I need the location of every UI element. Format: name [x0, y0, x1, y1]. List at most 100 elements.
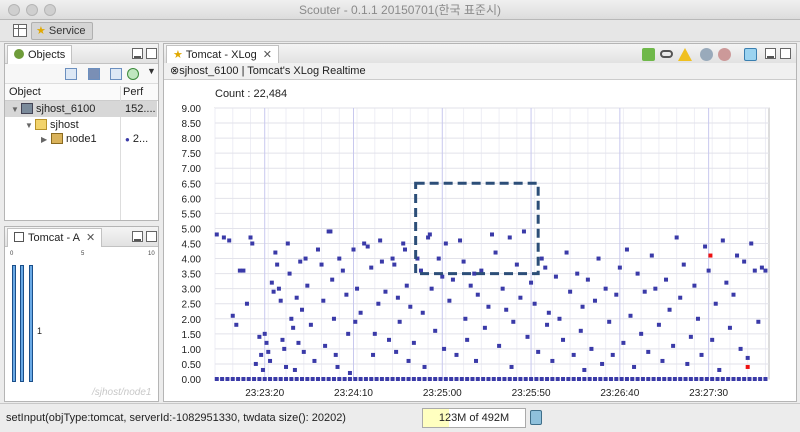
tree-row-sjhost[interactable]: ▼ sjhost	[5, 117, 79, 133]
scatter-point	[486, 377, 491, 381]
error-point	[745, 364, 750, 369]
y-tick-label: 4.00	[182, 255, 202, 266]
scatter-point	[323, 343, 328, 348]
link-icon[interactable]	[660, 50, 673, 58]
scatter-point	[214, 377, 219, 381]
tab-objects[interactable]: Objects	[7, 45, 73, 64]
scatter-point	[518, 377, 523, 381]
column-header-perf[interactable]: Perf	[123, 86, 144, 98]
document-icon[interactable]	[744, 48, 757, 61]
scatter-point	[264, 340, 269, 345]
scatter-point	[749, 241, 754, 246]
refresh-icon[interactable]	[127, 68, 139, 80]
open-perspective-icon[interactable]	[13, 24, 27, 37]
zoom-out-icon[interactable]	[718, 48, 731, 61]
star-icon: ★	[173, 49, 183, 61]
maximize-view-button[interactable]	[146, 231, 157, 242]
scatter-point	[371, 352, 376, 357]
trash-icon[interactable]	[530, 410, 542, 425]
tab-tomcat-a[interactable]: Tomcat - A ✕	[7, 228, 103, 247]
scatter-point	[379, 259, 384, 264]
y-tick-label: 0.00	[182, 375, 202, 386]
y-tick-label: 1.50	[182, 330, 202, 341]
scatter-point	[550, 377, 555, 381]
maximize-view-button[interactable]	[780, 48, 791, 59]
scatter-point	[472, 271, 477, 276]
export-icon[interactable]	[642, 48, 655, 61]
scatter-point	[619, 377, 624, 381]
tab-tomcat-xlog[interactable]: ★ Tomcat - XLog ✕	[166, 45, 280, 64]
warning-icon[interactable]	[678, 48, 692, 61]
scatter-point	[640, 377, 645, 381]
status-dot-icon: ●	[125, 135, 130, 144]
scatter-point	[521, 229, 526, 234]
close-tab-icon[interactable]: ✕	[262, 49, 273, 61]
scatter-point	[257, 377, 262, 381]
chart-grid	[214, 107, 770, 380]
maximize-view-button[interactable]	[146, 48, 157, 59]
minimize-view-button[interactable]	[132, 48, 143, 59]
scatter-point	[395, 377, 400, 381]
scatter-point	[617, 265, 622, 270]
objects-view-icon	[14, 49, 24, 59]
xlog-scatter-chart[interactable]: Count : 22,484 9.00 8.50 8.00 7.50 7.00 6.50 6…	[165, 81, 795, 401]
scatter-point	[493, 250, 498, 255]
scatter-point	[365, 244, 370, 249]
scatter-point	[374, 377, 379, 381]
server-icon[interactable]	[88, 68, 100, 80]
scatter-point	[246, 377, 251, 381]
scatter-point	[756, 319, 761, 324]
tree-row-node1[interactable]: ▶ node1 ● 2...	[5, 131, 157, 147]
scatter-point	[745, 355, 750, 360]
bar-value-label: 1	[37, 326, 43, 336]
scatter-point	[300, 377, 305, 381]
scatter-point	[717, 367, 722, 372]
scatter-point	[667, 307, 672, 312]
scatter-point	[289, 377, 294, 381]
scatter-point	[568, 289, 573, 294]
axis-tick-label: 0	[10, 251, 14, 257]
scatter-point	[427, 377, 432, 381]
close-window-button[interactable]	[8, 4, 20, 16]
scatter-point	[285, 241, 290, 246]
minimize-window-button[interactable]	[26, 4, 38, 16]
minimize-view-button[interactable]	[132, 231, 143, 242]
collapse-all-icon[interactable]	[65, 68, 77, 80]
view-menu-chevron-down-icon[interactable]: ▼	[147, 66, 156, 76]
zoom-window-button[interactable]	[44, 4, 56, 16]
tomcat-icon	[51, 133, 63, 144]
x-tick-label: 23:25:00	[423, 388, 462, 399]
perspective-service-button[interactable]: ★ Service	[31, 22, 93, 40]
scatter-point	[429, 286, 434, 291]
tree-row-sjhost-6100[interactable]: ▼ sjhost_6100 152....	[5, 101, 157, 117]
scatter-point	[303, 256, 308, 261]
scatter-point	[390, 377, 395, 381]
scatter-point	[699, 377, 704, 381]
expand-toggle-icon[interactable]: ▼	[25, 121, 33, 130]
scatter-point	[378, 238, 383, 243]
scatter-point	[275, 262, 280, 267]
y-tick-label: 5.50	[182, 209, 202, 220]
scatter-point	[580, 304, 585, 309]
close-tab-icon[interactable]: ✕	[85, 232, 96, 244]
document-icon[interactable]	[110, 68, 122, 80]
scatter-point	[545, 377, 550, 381]
scatter-point	[369, 265, 374, 270]
y-tick-label: 7.50	[182, 149, 202, 160]
scatter-point	[230, 377, 235, 381]
minimize-view-button[interactable]	[765, 48, 776, 59]
expand-toggle-icon[interactable]: ▼	[11, 105, 19, 114]
scatter-point	[408, 304, 413, 309]
scatter-point	[639, 331, 644, 336]
scatter-point	[514, 262, 519, 267]
heap-status[interactable]: 123M of 492M	[422, 408, 526, 428]
scatter-point	[703, 244, 708, 249]
selection-box[interactable]	[414, 181, 540, 276]
scatter-point	[582, 367, 587, 372]
column-header-object[interactable]: Object	[9, 86, 41, 98]
scatter-point	[491, 377, 496, 381]
x-tick-label: 23:27:30	[689, 388, 728, 399]
scatter-point	[735, 253, 740, 258]
collapse-toggle-icon[interactable]: ▶	[41, 135, 48, 144]
zoom-in-icon[interactable]	[700, 48, 713, 61]
